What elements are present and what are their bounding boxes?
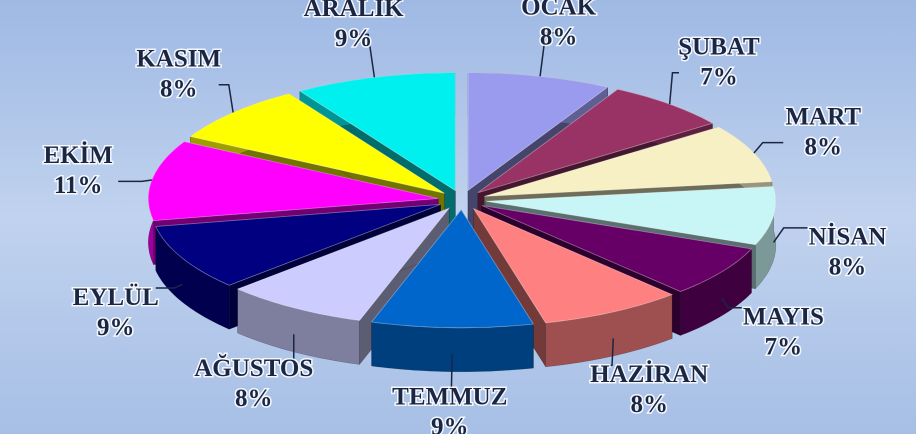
slice bbox=[472, 207, 674, 368]
slice bbox=[147, 141, 439, 222]
leader-line bbox=[772, 227, 808, 243]
slice bbox=[155, 204, 441, 286]
value-label: 9% bbox=[335, 25, 373, 52]
category-label: MART bbox=[786, 103, 862, 130]
category-label: ŞUBAT bbox=[678, 34, 760, 61]
leader-line bbox=[118, 179, 152, 183]
slice bbox=[472, 207, 674, 324]
category-label: KASIM bbox=[136, 46, 221, 73]
leader-line bbox=[155, 283, 183, 289]
slice bbox=[481, 205, 753, 292]
category-label: EYLÜL bbox=[73, 284, 159, 311]
slice-side bbox=[155, 226, 230, 330]
value-label: 9% bbox=[431, 414, 469, 434]
slice bbox=[484, 126, 773, 197]
leader-line bbox=[218, 84, 234, 113]
category-label: HAZİRAN bbox=[590, 360, 708, 388]
leader-line bbox=[668, 72, 679, 105]
value-label: 7% bbox=[700, 64, 738, 91]
value-label: 7% bbox=[765, 334, 803, 361]
slice-side bbox=[237, 288, 360, 365]
value-label: 8% bbox=[630, 391, 668, 418]
value-label: 9% bbox=[97, 314, 135, 341]
slice bbox=[370, 209, 535, 329]
category-label: NİSAN bbox=[809, 223, 887, 251]
slice bbox=[477, 88, 714, 194]
leader-line bbox=[539, 32, 559, 77]
value-label: 8% bbox=[235, 385, 273, 412]
leader-line bbox=[753, 141, 784, 154]
slice-side bbox=[545, 294, 673, 368]
category-label: TEMMUZ bbox=[392, 384, 507, 411]
leader-line bbox=[609, 338, 615, 367]
leader-line bbox=[449, 354, 453, 389]
slice bbox=[485, 185, 777, 246]
slice bbox=[370, 208, 535, 373]
value-label: 8% bbox=[805, 133, 843, 160]
value-label: 8% bbox=[160, 76, 198, 103]
category-label: ARALIK bbox=[304, 0, 405, 22]
value-label: 11% bbox=[54, 172, 103, 199]
category-label: MAYIS bbox=[743, 304, 824, 331]
category-label: EKİM bbox=[43, 141, 112, 169]
slice bbox=[236, 207, 451, 321]
value-label: 8% bbox=[540, 24, 578, 51]
leader-line bbox=[353, 33, 376, 78]
slice-side bbox=[755, 186, 777, 290]
category-label: OCAK bbox=[521, 0, 597, 21]
category-label: AĞUSTOS bbox=[194, 353, 313, 382]
leader-line bbox=[721, 297, 744, 309]
value-label: 8% bbox=[829, 254, 867, 281]
